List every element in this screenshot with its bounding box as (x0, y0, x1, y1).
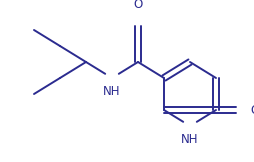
Text: O: O (133, 0, 143, 11)
Text: NH: NH (181, 133, 199, 146)
Text: NH: NH (103, 85, 121, 98)
Text: O: O (250, 104, 254, 116)
